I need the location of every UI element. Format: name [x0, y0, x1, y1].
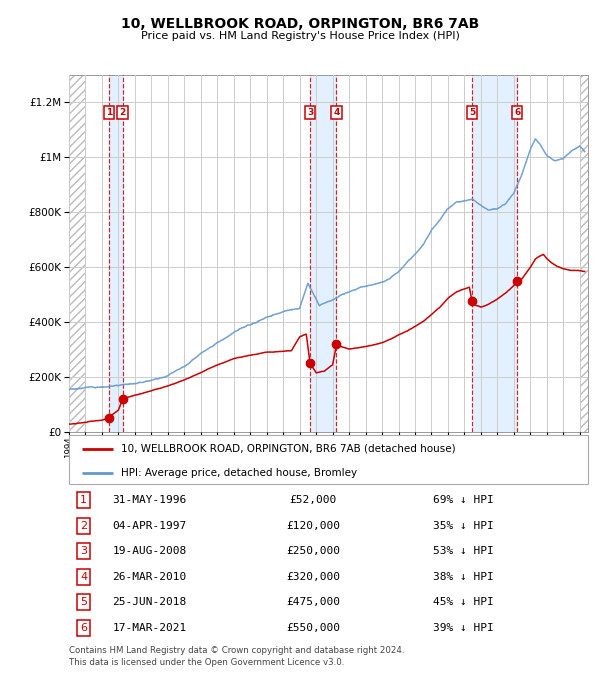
- Bar: [472, 75, 517, 432]
- Text: 19-AUG-2008: 19-AUG-2008: [112, 546, 187, 556]
- Text: 5: 5: [469, 108, 475, 117]
- Text: 04-APR-1997: 04-APR-1997: [112, 521, 187, 531]
- Text: 5: 5: [80, 597, 87, 607]
- Text: 45% ↓ HPI: 45% ↓ HPI: [433, 597, 494, 607]
- Text: Contains HM Land Registry data © Crown copyright and database right 2024.: Contains HM Land Registry data © Crown c…: [69, 646, 404, 655]
- Text: 10, WELLBROOK ROAD, ORPINGTON, BR6 7AB (detached house): 10, WELLBROOK ROAD, ORPINGTON, BR6 7AB (…: [121, 444, 455, 454]
- Text: 10, WELLBROOK ROAD, ORPINGTON, BR6 7AB: 10, WELLBROOK ROAD, ORPINGTON, BR6 7AB: [121, 17, 479, 31]
- Text: 3: 3: [80, 546, 87, 556]
- Text: £120,000: £120,000: [286, 521, 340, 531]
- Bar: [580, 75, 588, 432]
- Text: 26-MAR-2010: 26-MAR-2010: [112, 572, 187, 582]
- Text: HPI: Average price, detached house, Bromley: HPI: Average price, detached house, Brom…: [121, 469, 357, 479]
- Text: 53% ↓ HPI: 53% ↓ HPI: [433, 546, 494, 556]
- Text: 4: 4: [80, 572, 87, 582]
- Text: 2: 2: [80, 521, 87, 531]
- Text: £320,000: £320,000: [286, 572, 340, 582]
- Text: 6: 6: [514, 108, 520, 117]
- Text: 6: 6: [80, 623, 87, 633]
- Text: 1: 1: [80, 495, 87, 505]
- Text: 4: 4: [333, 108, 340, 117]
- Text: £475,000: £475,000: [286, 597, 340, 607]
- Text: £250,000: £250,000: [286, 546, 340, 556]
- Text: Price paid vs. HM Land Registry's House Price Index (HPI): Price paid vs. HM Land Registry's House …: [140, 31, 460, 41]
- Text: 2: 2: [119, 108, 125, 117]
- Bar: [109, 75, 122, 432]
- Text: 1: 1: [106, 108, 112, 117]
- Text: 31-MAY-1996: 31-MAY-1996: [112, 495, 187, 505]
- Text: 35% ↓ HPI: 35% ↓ HPI: [433, 521, 494, 531]
- Bar: [310, 75, 337, 432]
- Text: 3: 3: [307, 108, 313, 117]
- Bar: [69, 75, 85, 432]
- Text: 38% ↓ HPI: 38% ↓ HPI: [433, 572, 494, 582]
- Text: This data is licensed under the Open Government Licence v3.0.: This data is licensed under the Open Gov…: [69, 658, 344, 667]
- Text: 69% ↓ HPI: 69% ↓ HPI: [433, 495, 494, 505]
- Text: 39% ↓ HPI: 39% ↓ HPI: [433, 623, 494, 633]
- Text: £550,000: £550,000: [286, 623, 340, 633]
- Text: £52,000: £52,000: [289, 495, 337, 505]
- Text: 25-JUN-2018: 25-JUN-2018: [112, 597, 187, 607]
- Text: 17-MAR-2021: 17-MAR-2021: [112, 623, 187, 633]
